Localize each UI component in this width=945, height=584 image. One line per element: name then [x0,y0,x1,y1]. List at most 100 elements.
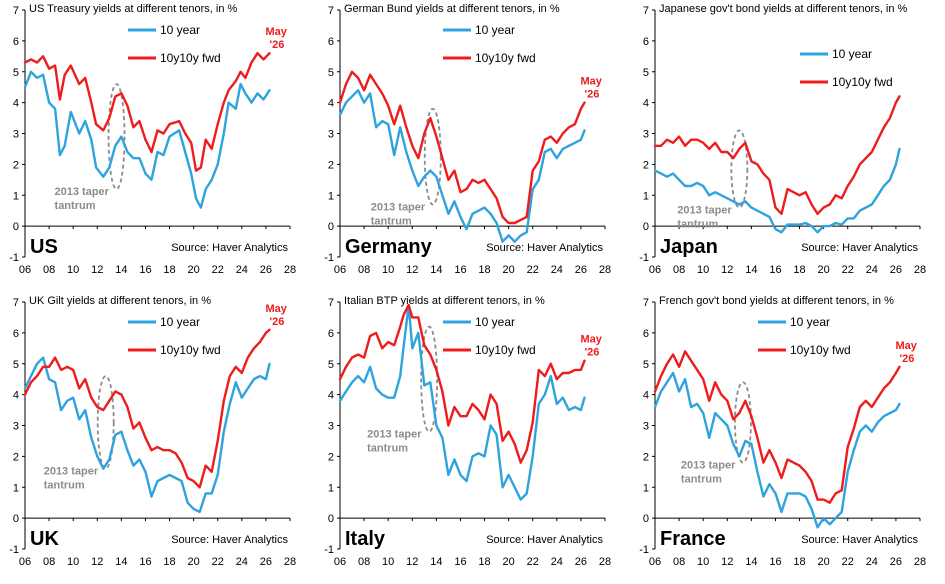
source-label: Source: Haver Analytics [171,242,288,254]
legend-label: 10y10y fwd [790,343,851,357]
y-tick-label: 1 [643,190,649,202]
chart-panel-france: French gov't bond yields at different te… [639,295,926,568]
x-tick-label: 22 [527,556,539,568]
annotation-label: tantrum [44,480,85,492]
series-line-10-year [338,303,586,501]
x-tick-label: 18 [478,264,490,276]
chart-title: French gov't bond yields at different te… [659,295,894,307]
series-line-10-year [23,70,271,209]
chart-panel-germany: German Bund yields at different tenors, … [324,3,611,276]
x-tick-label: 24 [236,556,248,568]
y-tick-label: 6 [13,328,19,340]
end-label: May [266,26,288,38]
source-label: Source: Haver Analytics [171,534,288,546]
y-tick-label: -1 [639,252,649,264]
source-label: Source: Haver Analytics [486,242,603,254]
chart-panel-italy: Italian BTP yields at different tenors, … [324,295,611,568]
chart-panel-us: US Treasury yields at different tenors, … [9,3,296,276]
x-tick-label: 12 [406,556,418,568]
y-tick-label: 2 [328,159,334,171]
x-tick-label: 14 [430,264,442,276]
y-tick-label: 3 [643,421,649,433]
chart-title: Italian BTP yields at different tenors, … [344,295,545,307]
x-tick-label: 16 [454,556,466,568]
x-tick-label: 08 [43,556,55,568]
end-label: May [581,334,603,346]
annotation-label: tantrum [367,443,408,455]
x-tick-label: 08 [358,264,370,276]
taper-tantrum-ellipse [107,83,126,190]
y-tick-label: 4 [643,98,649,110]
y-tick-label: 7 [13,297,19,309]
y-tick-label: 7 [328,297,334,309]
y-tick-label: 1 [13,190,19,202]
x-tick-label: 08 [673,264,685,276]
country-label: UK [30,528,59,550]
end-label: May [896,340,918,352]
series-line-10-year [338,89,586,243]
x-tick-label: 12 [91,556,103,568]
x-tick-label: 20 [818,556,830,568]
x-tick-label: 18 [163,556,175,568]
y-tick-label: 0 [643,513,649,525]
country-label: France [660,528,726,550]
y-tick-label: 6 [328,36,334,48]
y-tick-label: 0 [328,221,334,233]
legend-label: 10y10y fwd [475,343,536,357]
annotation-label: 2013 taper [677,205,732,217]
annotation-label: 2013 taper [367,429,422,441]
x-tick-label: 18 [478,556,490,568]
x-tick-label: 20 [188,264,200,276]
y-tick-label: -1 [9,544,19,556]
y-tick-label: 7 [643,297,649,309]
x-tick-label: 18 [793,264,805,276]
country-label: Japan [660,236,718,258]
chart-title: US Treasury yields at different tenors, … [29,3,237,15]
y-tick-label: 5 [13,359,19,371]
y-tick-label: 4 [13,98,19,110]
country-label: Germany [345,236,433,258]
y-tick-label: 2 [13,451,19,463]
end-label: '26 [585,89,600,101]
legend-label: 10y10y fwd [475,51,536,65]
y-tick-label: 2 [328,451,334,463]
x-tick-label: 14 [115,556,127,568]
x-tick-label: 26 [890,556,902,568]
y-tick-label: 2 [643,451,649,463]
x-tick-label: 14 [115,264,127,276]
legend-label: 10 year [832,47,872,61]
legend-label: 10y10y fwd [160,51,221,65]
source-label: Source: Haver Analytics [801,534,918,546]
x-tick-label: 22 [842,556,854,568]
y-tick-label: 7 [328,5,334,17]
annotation-label: tantrum [371,216,412,228]
end-label: '26 [900,353,915,365]
y-tick-label: 3 [13,129,19,141]
y-tick-label: 5 [643,359,649,371]
annotation-label: 2013 taper [371,202,426,214]
x-tick-label: 18 [793,556,805,568]
x-tick-label: 24 [866,264,878,276]
y-tick-label: 3 [328,421,334,433]
x-tick-label: 08 [358,556,370,568]
x-tick-label: 28 [599,556,611,568]
x-tick-label: 16 [139,264,151,276]
chart-title: Japanese gov't bond yields at different … [659,3,908,15]
x-tick-label: 22 [527,264,539,276]
series-line-10-year [653,371,901,529]
y-tick-label: 1 [328,482,334,494]
x-tick-label: 10 [382,556,394,568]
x-tick-label: 14 [745,264,757,276]
x-tick-label: 24 [551,556,563,568]
x-tick-label: 28 [284,556,296,568]
legend-label: 10 year [475,315,515,329]
chart-panel-uk: UK Gilt yields at different tenors, in %… [9,295,296,568]
country-label: US [30,236,58,258]
y-tick-label: 4 [13,390,19,402]
x-tick-label: 10 [67,556,79,568]
x-tick-label: 12 [406,264,418,276]
taper-tantrum-ellipse [420,325,439,433]
x-tick-label: 06 [334,264,346,276]
chart-title: UK Gilt yields at different tenors, in % [29,295,211,307]
